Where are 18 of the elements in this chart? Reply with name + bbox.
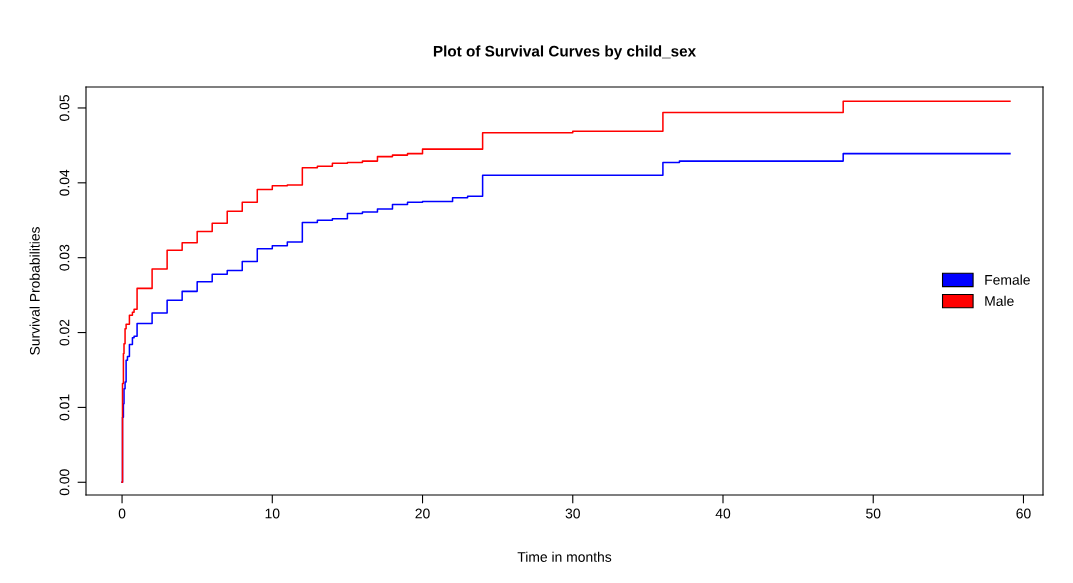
x-tick-label: 20 xyxy=(415,508,430,519)
legend-label: Male xyxy=(985,295,1014,306)
x-tick-label: 30 xyxy=(565,508,580,519)
y-tick-label: 0.02 xyxy=(59,319,70,346)
legend-label: Female xyxy=(985,274,1030,285)
y-tick-label: 0.04 xyxy=(59,169,70,196)
x-tick-label: 10 xyxy=(265,508,280,519)
y-tick-label: 0.03 xyxy=(59,244,70,271)
x-tick-label: 60 xyxy=(1016,508,1031,519)
chart-title: Plot of Survival Curves by child_sex xyxy=(433,45,696,60)
x-tick-label: 0 xyxy=(118,508,126,519)
y-tick-label: 0.01 xyxy=(59,394,70,421)
x-tick-label: 50 xyxy=(866,508,881,519)
y-tick-label: 0.05 xyxy=(59,95,70,121)
x-axis-title: Time in months xyxy=(517,551,612,562)
x-tick-label: 40 xyxy=(715,508,731,519)
y-axis-title: Survival Probabilities xyxy=(29,227,40,355)
y-tick-label: 0.00 xyxy=(59,469,70,496)
